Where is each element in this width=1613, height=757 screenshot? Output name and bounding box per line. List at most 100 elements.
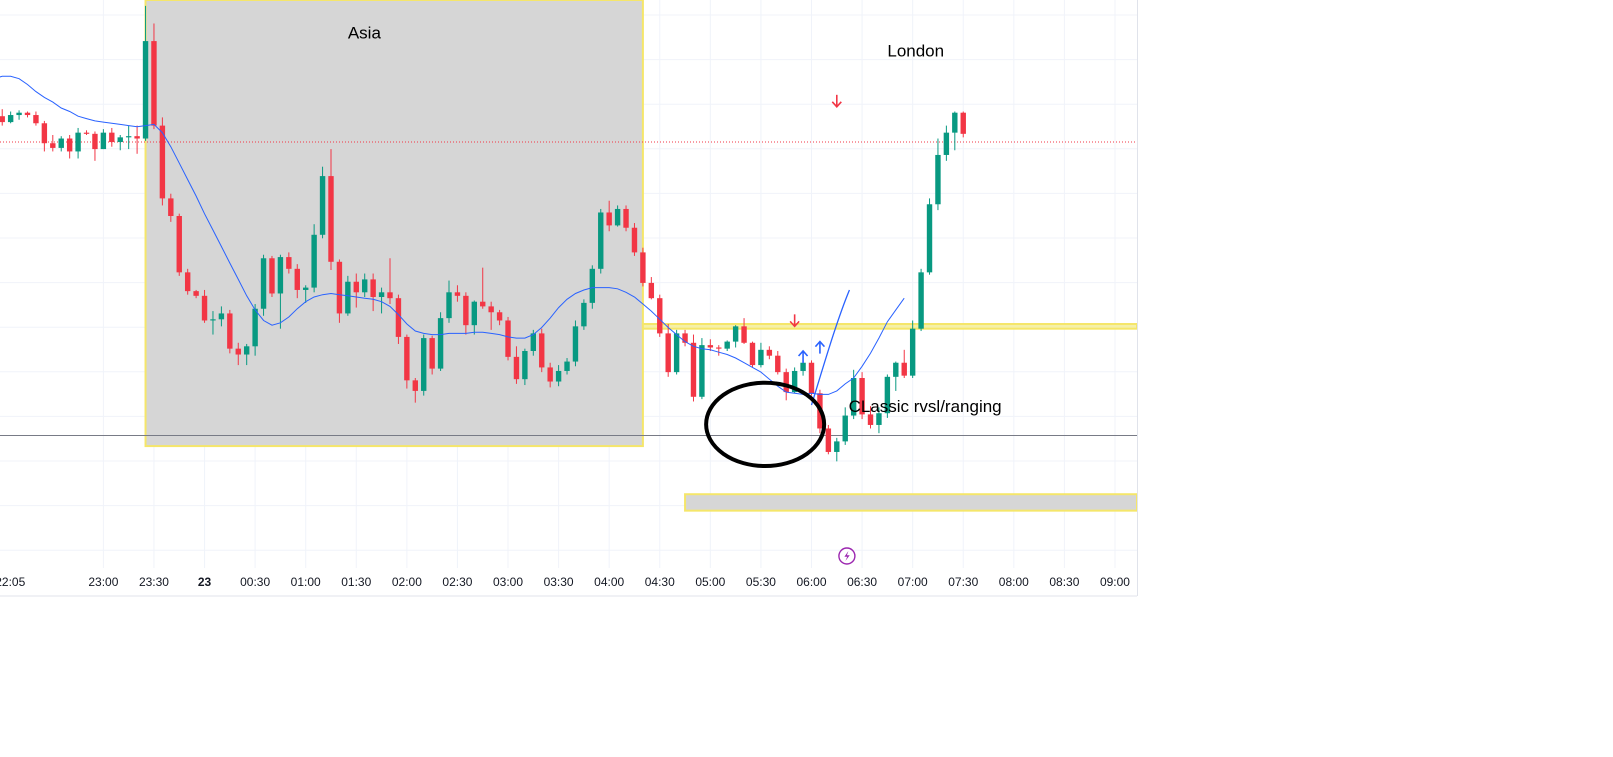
candle[interactable] xyxy=(269,255,275,297)
candle[interactable] xyxy=(286,252,292,274)
candle[interactable] xyxy=(446,280,452,323)
candle[interactable] xyxy=(395,294,402,344)
up-arrow-icon[interactable] xyxy=(814,340,826,354)
candle[interactable] xyxy=(311,224,317,293)
candle[interactable] xyxy=(210,311,216,335)
candle[interactable] xyxy=(505,316,511,361)
candle[interactable] xyxy=(749,341,756,368)
candle[interactable] xyxy=(109,127,115,147)
candle[interactable] xyxy=(648,277,655,300)
down-arrow-icon[interactable] xyxy=(789,314,800,328)
candle[interactable] xyxy=(758,342,764,368)
candle[interactable] xyxy=(513,346,520,384)
candle[interactable] xyxy=(83,130,90,135)
candle[interactable] xyxy=(623,205,629,232)
candle[interactable] xyxy=(926,198,933,275)
candle[interactable] xyxy=(598,208,604,274)
candle[interactable] xyxy=(336,259,343,323)
candle[interactable] xyxy=(935,138,941,211)
candle[interactable] xyxy=(92,131,98,161)
candle[interactable] xyxy=(859,372,865,420)
zone-rectangle[interactable] xyxy=(684,493,1138,512)
candle[interactable] xyxy=(741,318,747,344)
candle[interactable] xyxy=(412,378,418,403)
candle[interactable] xyxy=(353,273,359,308)
candle[interactable] xyxy=(277,254,284,329)
candle[interactable] xyxy=(766,346,773,360)
candle[interactable] xyxy=(488,301,494,330)
candle[interactable] xyxy=(893,361,899,391)
candle[interactable] xyxy=(303,285,309,303)
candle[interactable] xyxy=(66,135,73,159)
candle[interactable] xyxy=(716,345,722,356)
candle[interactable] xyxy=(100,129,107,150)
candle[interactable] xyxy=(606,200,612,232)
candle[interactable] xyxy=(547,362,553,388)
candle[interactable] xyxy=(690,334,697,402)
moving-average-line[interactable] xyxy=(0,75,905,395)
candle[interactable] xyxy=(218,306,225,327)
candle[interactable] xyxy=(370,273,376,312)
candle[interactable] xyxy=(294,264,300,299)
candle[interactable] xyxy=(404,334,410,389)
candle[interactable] xyxy=(362,273,368,297)
candle[interactable] xyxy=(429,335,435,375)
candle[interactable] xyxy=(952,111,958,151)
candle[interactable] xyxy=(454,285,461,302)
candle[interactable] xyxy=(707,339,714,351)
candle[interactable] xyxy=(901,349,907,378)
candle[interactable] xyxy=(640,247,646,287)
candle[interactable] xyxy=(252,304,258,356)
candle[interactable] xyxy=(16,110,22,120)
candle[interactable] xyxy=(555,365,562,387)
candle[interactable] xyxy=(825,424,832,455)
candle[interactable] xyxy=(496,309,503,326)
candle[interactable] xyxy=(943,125,950,161)
candle[interactable] xyxy=(193,289,199,299)
candle[interactable] xyxy=(176,213,182,276)
candle[interactable] xyxy=(724,340,730,351)
candle[interactable] xyxy=(539,328,545,373)
candle[interactable] xyxy=(564,358,570,375)
candle[interactable] xyxy=(581,299,587,330)
candle[interactable] xyxy=(909,320,916,378)
candle[interactable] xyxy=(589,265,596,309)
candle[interactable] xyxy=(41,120,48,152)
candle[interactable] xyxy=(867,406,874,429)
trend-curve[interactable] xyxy=(810,289,851,406)
candle[interactable] xyxy=(614,205,621,227)
candle[interactable] xyxy=(125,125,132,150)
candle[interactable] xyxy=(184,268,191,295)
candle[interactable] xyxy=(243,343,250,366)
candle[interactable] xyxy=(142,5,149,141)
candle[interactable] xyxy=(33,111,39,126)
lightning-icon[interactable] xyxy=(838,547,856,565)
candle[interactable] xyxy=(842,407,848,445)
candle[interactable] xyxy=(775,351,781,375)
candle[interactable] xyxy=(665,324,671,377)
candle[interactable] xyxy=(24,111,31,118)
candle[interactable] xyxy=(421,334,427,396)
candle[interactable] xyxy=(471,300,477,335)
candle[interactable] xyxy=(50,135,56,152)
candle[interactable] xyxy=(480,267,486,309)
candle[interactable] xyxy=(117,135,123,151)
candle[interactable] xyxy=(387,258,393,305)
candle[interactable] xyxy=(235,342,241,366)
candle[interactable] xyxy=(328,149,334,270)
candle[interactable] xyxy=(808,360,815,396)
highlight-ellipse[interactable] xyxy=(704,380,827,469)
candle[interactable] xyxy=(657,294,663,337)
candle[interactable] xyxy=(673,329,680,375)
candle[interactable] xyxy=(834,437,840,462)
annotation-label[interactable]: London xyxy=(887,41,944,60)
candle[interactable] xyxy=(168,193,174,222)
zone-rectangle[interactable] xyxy=(641,323,1139,330)
candle[interactable] xyxy=(75,127,81,159)
candle[interactable] xyxy=(58,136,64,152)
candle[interactable] xyxy=(319,166,326,239)
annotation-label[interactable]: CLassic rvsl/ranging xyxy=(849,397,1002,416)
candle[interactable] xyxy=(631,223,638,256)
